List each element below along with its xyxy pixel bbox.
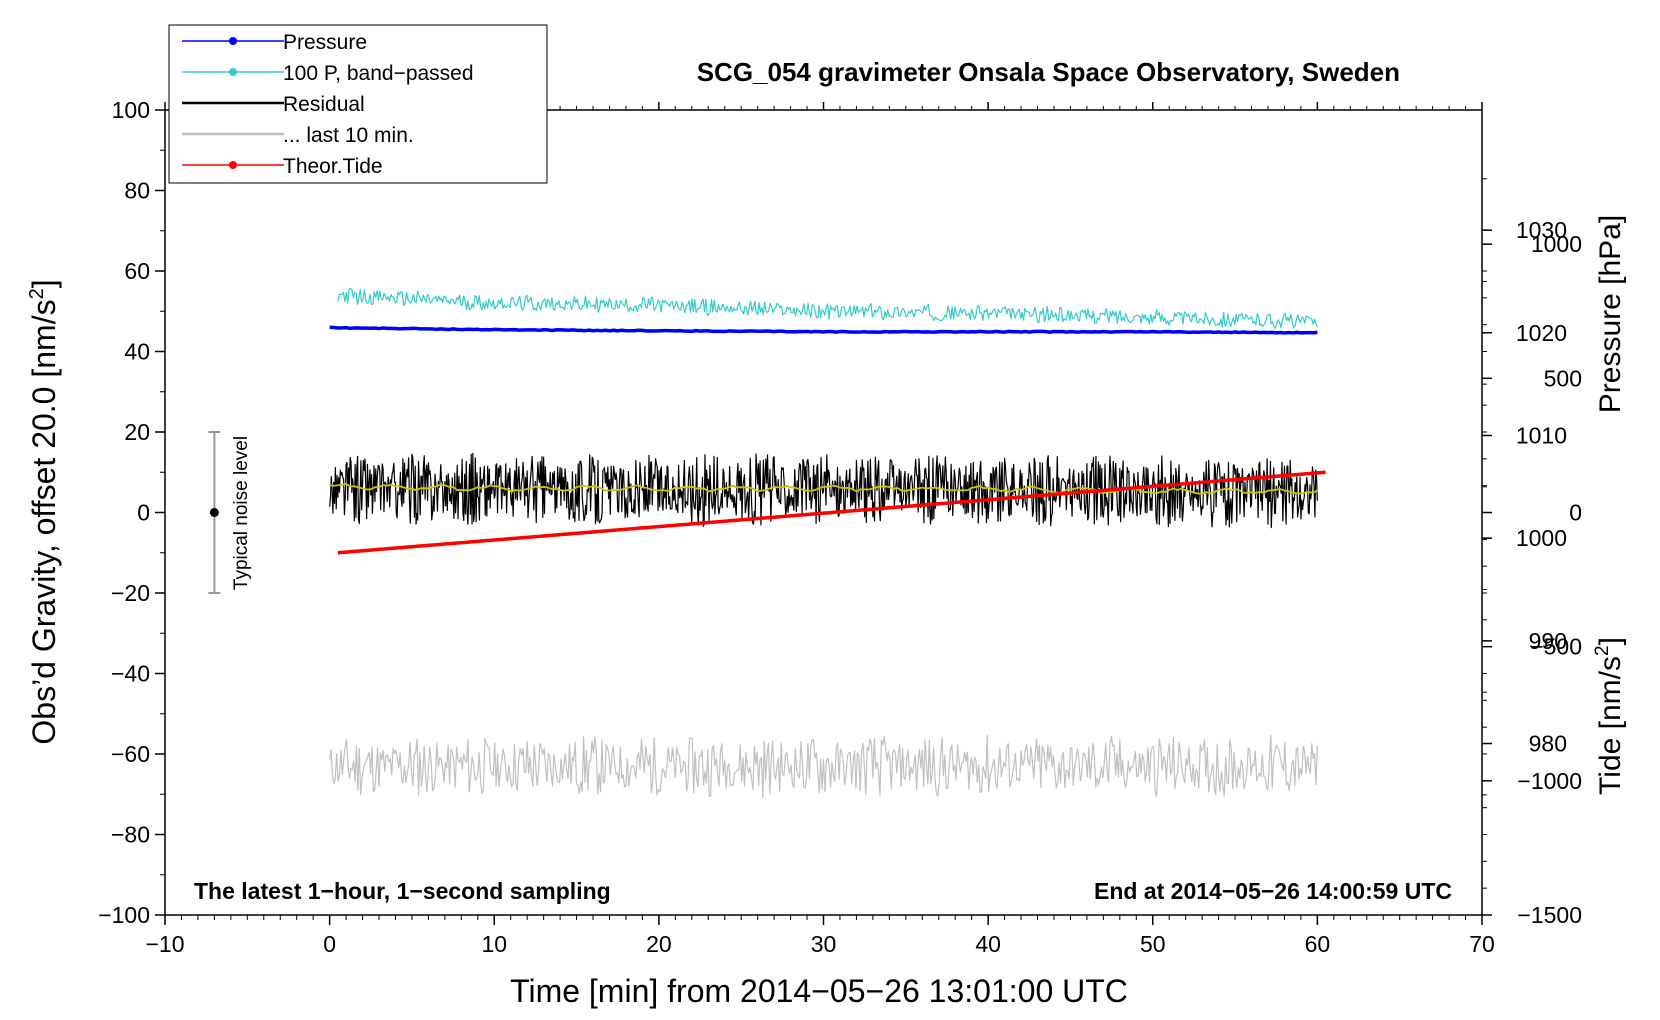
y-tick-label: −100: [98, 902, 150, 928]
x-tick-label: 20: [646, 931, 672, 957]
noise-center-dot: [209, 508, 219, 517]
legend-marker: [229, 37, 237, 45]
y-axis-label-tide-sup: 2: [1592, 645, 1613, 656]
noise-level-label: Typical noise level: [231, 436, 252, 590]
y-axis-label-tide: Tide [nm/s2]: [1592, 637, 1627, 795]
chart-title: SCG_054 gravimeter Onsala Space Observat…: [697, 57, 1400, 87]
note-right: End at 2014−05−26 14:00:59 UTC: [1094, 878, 1452, 904]
legend: Pressure 100 P, band−passed Residual ... la…: [168, 24, 548, 184]
pressure-tick-label: 990: [1529, 628, 1567, 654]
tide-tick-label: 500: [1544, 365, 1582, 391]
y-tick-label: −20: [111, 580, 150, 606]
tide-tick-label: 1000: [1531, 231, 1582, 257]
y-tick-label: 60: [124, 258, 150, 284]
x-tick-label: 10: [481, 931, 507, 957]
x-tick-label: 0: [323, 931, 336, 957]
legend-label: ... last 10 min.: [283, 124, 414, 147]
legend-label: Pressure: [283, 31, 367, 54]
y-axis-label-left-sup: 2: [26, 288, 48, 299]
legend-label: Residual: [283, 93, 365, 116]
x-tick-label: 40: [975, 931, 1001, 957]
pressure-tick-label: 1020: [1516, 320, 1567, 346]
y-axis-label-tide-main: Tide [nm/s: [1594, 656, 1627, 795]
series-line-residual: [329, 452, 1318, 529]
series-line-100-p-band-passed: [337, 287, 1318, 329]
tide-tick-label: −1000: [1517, 768, 1582, 794]
legend-label: 100 P, band−passed: [283, 62, 474, 85]
pressure-tick-label: 1000: [1516, 525, 1567, 551]
legend-label: Theor.Tide: [283, 155, 383, 178]
series-line-theor-tide: [337, 470, 1326, 555]
note-left: The latest 1−hour, 1−second sampling: [194, 878, 611, 904]
y-tick-label: 80: [124, 178, 150, 204]
pressure-tick-label: 1010: [1516, 422, 1567, 448]
series-line-pressure: [329, 325, 1318, 335]
tide-tick-label: 0: [1569, 500, 1582, 526]
x-tick-label: 50: [1140, 931, 1166, 957]
ticks-layer: −10 0 10 20 30 40 50 60 70100806040200−20−40−60−…: [98, 97, 1582, 957]
y-axis-label-pressure: Pressure [hPa]: [1594, 215, 1627, 413]
pressure-tick-label: 1030: [1516, 217, 1567, 243]
y-tick-label: 20: [124, 419, 150, 445]
legend-marker: [229, 68, 237, 76]
y-axis-label-left-main: Obs’d Gravity, offset 20.0 [nm/s: [26, 299, 62, 744]
legend-marker: [229, 161, 237, 169]
y-tick-label: −40: [111, 661, 150, 687]
pressure-tick-label: 980: [1529, 731, 1567, 757]
y-tick-label: 100: [112, 97, 150, 123]
y-axis-label-left-end: ]: [26, 279, 62, 288]
x-tick-label: 70: [1469, 931, 1495, 957]
y-tick-label: −80: [111, 822, 150, 848]
y-axis-label-tide-end: ]: [1594, 637, 1627, 645]
y-tick-label: 40: [124, 339, 150, 365]
x-tick-label: −10: [145, 931, 184, 957]
noise-level-indicator: [208, 431, 221, 594]
tide-tick-label: −500: [1530, 634, 1582, 660]
y-tick-label: −60: [111, 741, 150, 767]
tide-tick-label: −1500: [1517, 902, 1582, 928]
x-axis-label: Time [min] from 2014−05−26 13:01:00 UTC: [510, 973, 1128, 1009]
y-tick-label: 0: [137, 500, 150, 526]
x-tick-label: 30: [811, 931, 837, 957]
x-tick-label: 60: [1305, 931, 1331, 957]
series-line--last-10-min-: [329, 734, 1318, 798]
y-axis-label-left: Obs’d Gravity, offset 20.0 [nm/s2]: [26, 279, 62, 744]
series-layer: [329, 287, 1326, 798]
series-line-residual-smoothed: [329, 483, 1318, 495]
